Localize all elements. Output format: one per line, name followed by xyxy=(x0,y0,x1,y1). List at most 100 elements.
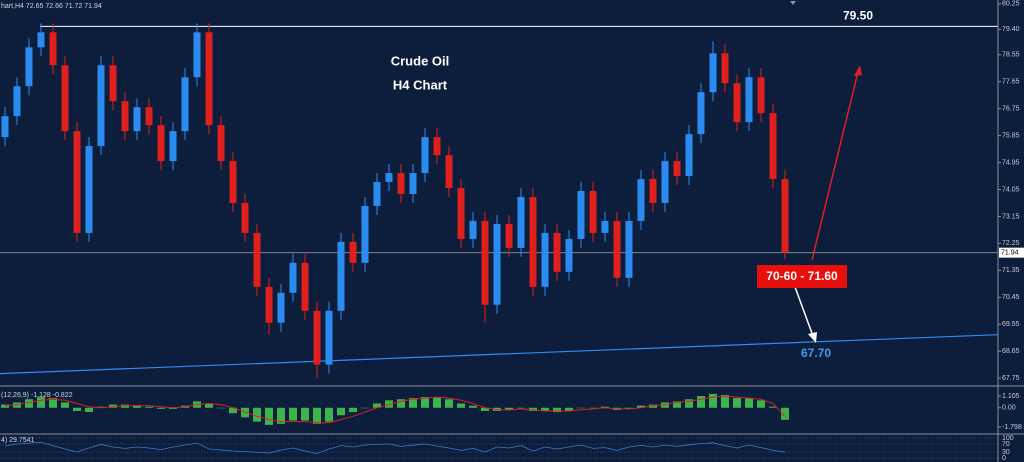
chart-subtitle: H4 Chart xyxy=(393,77,448,92)
candle-body xyxy=(61,65,69,132)
last-price-box xyxy=(999,247,1024,258)
y-tick-label: 78.55 xyxy=(1002,52,1020,59)
candle-body xyxy=(517,196,525,248)
candle-body xyxy=(181,77,189,132)
candle-body xyxy=(469,220,477,239)
macd-bar xyxy=(577,407,585,409)
macd-bar xyxy=(493,407,501,411)
candle-body xyxy=(241,202,249,233)
rsi-line xyxy=(4,441,786,455)
macd-bar xyxy=(601,406,609,408)
candle-body xyxy=(229,161,237,203)
candle-body xyxy=(217,125,225,162)
target-label: 67.70 xyxy=(801,346,831,360)
candle-body xyxy=(433,137,441,156)
macd-bar xyxy=(481,407,489,411)
candle-body xyxy=(565,238,573,272)
macd-bar xyxy=(445,399,453,408)
candle-body xyxy=(169,131,177,162)
candle-body xyxy=(13,86,21,117)
macd-bar xyxy=(73,407,81,411)
down-arrow-head xyxy=(808,332,817,343)
candle-body xyxy=(373,182,381,206)
candle-body xyxy=(337,241,345,311)
macd-bar xyxy=(169,407,177,409)
macd-bar xyxy=(517,407,525,409)
macd-bar xyxy=(85,407,93,413)
macd-bar xyxy=(325,407,333,422)
plot-layer: 79.50 xyxy=(0,9,999,459)
macd-bar xyxy=(133,405,141,408)
candle-body xyxy=(109,65,117,102)
candle-body xyxy=(733,83,741,123)
y-tick-label: 0 xyxy=(1002,455,1006,462)
macd-bar xyxy=(721,394,729,408)
candle-body xyxy=(205,32,213,126)
shift-marker xyxy=(790,1,796,5)
candle-body xyxy=(193,32,201,78)
candle-body xyxy=(313,310,321,365)
candle-body xyxy=(601,220,609,233)
macd-bar xyxy=(349,407,357,413)
macd-bar xyxy=(97,406,105,408)
macd-bar xyxy=(649,404,657,408)
candle-body xyxy=(493,223,501,305)
macd-bar xyxy=(589,407,597,409)
candle-body xyxy=(289,262,297,293)
y-tick-label: 80.25 xyxy=(1002,1,1020,8)
candle-body xyxy=(577,191,585,239)
macd-bar xyxy=(109,404,117,408)
y-tick-label: 69.55 xyxy=(1002,321,1020,328)
last-price-label: 71.94 xyxy=(1001,250,1019,257)
up-arrow-head xyxy=(854,65,862,76)
macd-bar xyxy=(505,407,513,410)
macd-bar xyxy=(277,407,285,424)
up-arrow xyxy=(811,71,859,261)
candle-body xyxy=(1,116,9,138)
macd-bar xyxy=(565,407,573,411)
candle-body xyxy=(349,241,357,263)
macd-bar xyxy=(553,407,561,413)
y-tick-label: 68.65 xyxy=(1002,348,1020,355)
y-tick-label: 79.40 xyxy=(1002,26,1020,33)
macd-bar xyxy=(625,407,633,409)
y-tick-label: 74.95 xyxy=(1002,159,1020,166)
candle-body xyxy=(673,161,681,177)
candle-body xyxy=(25,47,33,87)
resistance-label: 79.50 xyxy=(843,9,873,23)
macd-bar xyxy=(157,407,165,409)
y-tick-label: 72.25 xyxy=(1002,240,1020,247)
candle-body xyxy=(709,53,717,93)
trend-line xyxy=(0,334,999,375)
macd-bar xyxy=(661,402,669,408)
macd-bar xyxy=(709,393,717,408)
candle-body xyxy=(769,113,777,180)
y-tick-label: 67.75 xyxy=(1002,375,1020,382)
macd-bar xyxy=(673,401,681,408)
macd-bar xyxy=(529,407,537,411)
candle-body xyxy=(457,188,465,239)
candle-body xyxy=(385,173,393,183)
macd-bar xyxy=(457,403,465,408)
candle-body xyxy=(505,223,513,248)
candle-body xyxy=(649,179,657,203)
macd-bar xyxy=(289,407,297,421)
candle-body xyxy=(37,32,45,48)
candle-body xyxy=(781,179,789,253)
macd-bar xyxy=(541,407,549,411)
macd-bar xyxy=(757,400,765,408)
candle-body xyxy=(745,77,753,123)
macd-bar xyxy=(229,407,237,414)
candle-body xyxy=(397,173,405,194)
candle-body xyxy=(445,155,453,189)
macd-bar xyxy=(409,398,417,408)
macd-bar xyxy=(361,407,369,409)
macd-bar xyxy=(373,403,381,408)
candle-body xyxy=(529,196,537,287)
rsi-label: 4) 29.7541 xyxy=(1,437,35,444)
candle-body xyxy=(541,232,549,287)
macd-bar xyxy=(37,397,45,408)
candle-body xyxy=(133,107,141,132)
candle-body xyxy=(697,92,705,135)
candle-body xyxy=(73,131,81,233)
